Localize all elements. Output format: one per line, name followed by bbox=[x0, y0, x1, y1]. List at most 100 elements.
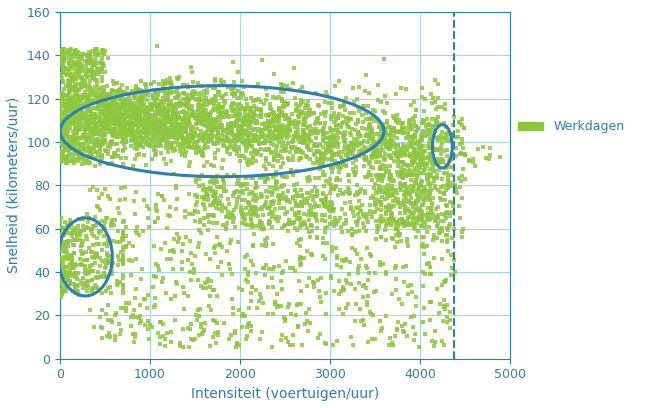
Point bbox=[162, 124, 172, 131]
Point bbox=[55, 274, 66, 280]
Point bbox=[254, 126, 264, 132]
Point bbox=[407, 187, 417, 193]
Point bbox=[288, 265, 298, 271]
Point bbox=[284, 120, 294, 126]
Point bbox=[327, 154, 337, 160]
Point bbox=[157, 193, 168, 199]
Point bbox=[244, 118, 255, 124]
Point bbox=[67, 84, 77, 91]
Point bbox=[85, 52, 95, 59]
Point bbox=[283, 188, 293, 195]
Point bbox=[200, 91, 210, 98]
Point bbox=[65, 57, 76, 63]
Point bbox=[417, 212, 428, 219]
Point bbox=[127, 126, 138, 132]
Point bbox=[207, 129, 217, 135]
Point bbox=[65, 217, 76, 224]
Point bbox=[133, 124, 143, 131]
Point bbox=[331, 253, 342, 259]
Point bbox=[91, 131, 102, 137]
Point bbox=[297, 131, 308, 137]
Point bbox=[262, 92, 273, 98]
Point bbox=[359, 147, 370, 154]
Point bbox=[192, 126, 203, 133]
Point bbox=[89, 223, 100, 229]
Point bbox=[322, 198, 333, 205]
Point bbox=[218, 180, 229, 187]
Point bbox=[299, 89, 309, 95]
Point bbox=[399, 130, 409, 136]
Point bbox=[130, 134, 140, 141]
Point bbox=[312, 117, 322, 123]
Point bbox=[295, 223, 305, 230]
Point bbox=[84, 132, 95, 138]
Point bbox=[272, 179, 282, 185]
Point bbox=[411, 154, 421, 161]
Point bbox=[158, 137, 169, 144]
Point bbox=[298, 99, 308, 105]
Point bbox=[379, 141, 389, 148]
Point bbox=[87, 262, 98, 268]
Point bbox=[424, 264, 435, 270]
Point bbox=[292, 121, 303, 127]
Point bbox=[163, 138, 173, 145]
Point bbox=[370, 196, 380, 203]
Point bbox=[115, 238, 125, 245]
Point bbox=[168, 109, 179, 115]
Point bbox=[57, 95, 67, 102]
Point bbox=[135, 111, 145, 117]
Point bbox=[115, 130, 125, 136]
Point bbox=[400, 220, 410, 226]
Point bbox=[353, 118, 363, 125]
Point bbox=[237, 211, 247, 217]
Point bbox=[246, 118, 256, 125]
Point bbox=[354, 198, 364, 205]
Point bbox=[256, 106, 266, 113]
Point bbox=[406, 314, 416, 320]
Point bbox=[196, 118, 206, 125]
Point bbox=[97, 217, 108, 224]
Point bbox=[432, 122, 442, 128]
Point bbox=[432, 146, 443, 152]
Point bbox=[119, 136, 129, 142]
Point bbox=[102, 285, 113, 291]
Point bbox=[70, 274, 81, 280]
Point bbox=[400, 189, 410, 195]
Point bbox=[224, 200, 234, 207]
Point bbox=[349, 154, 360, 161]
Point bbox=[173, 114, 184, 120]
Point bbox=[417, 151, 428, 157]
Point bbox=[385, 171, 396, 178]
Point bbox=[243, 144, 253, 151]
Point bbox=[310, 90, 321, 96]
Point bbox=[384, 153, 394, 159]
Point bbox=[62, 154, 72, 160]
Point bbox=[61, 117, 72, 124]
Point bbox=[115, 129, 125, 135]
Point bbox=[269, 301, 280, 307]
Point bbox=[408, 126, 418, 132]
Point bbox=[288, 138, 299, 145]
Point bbox=[70, 145, 80, 152]
Point bbox=[169, 145, 179, 151]
Point bbox=[434, 147, 445, 153]
Point bbox=[246, 137, 257, 144]
Point bbox=[318, 217, 328, 223]
Point bbox=[156, 133, 166, 139]
Point bbox=[80, 267, 90, 274]
Point bbox=[103, 119, 113, 126]
Point bbox=[56, 60, 67, 67]
Point bbox=[373, 177, 383, 183]
Point bbox=[265, 138, 275, 144]
Point bbox=[273, 113, 283, 120]
Point bbox=[203, 193, 213, 199]
Point bbox=[274, 120, 285, 127]
Point bbox=[169, 110, 179, 117]
Point bbox=[417, 142, 428, 149]
Point bbox=[442, 227, 452, 234]
Point bbox=[325, 208, 335, 214]
Point bbox=[61, 254, 71, 260]
Point bbox=[259, 236, 270, 243]
Point bbox=[148, 283, 158, 290]
Point bbox=[364, 90, 374, 97]
